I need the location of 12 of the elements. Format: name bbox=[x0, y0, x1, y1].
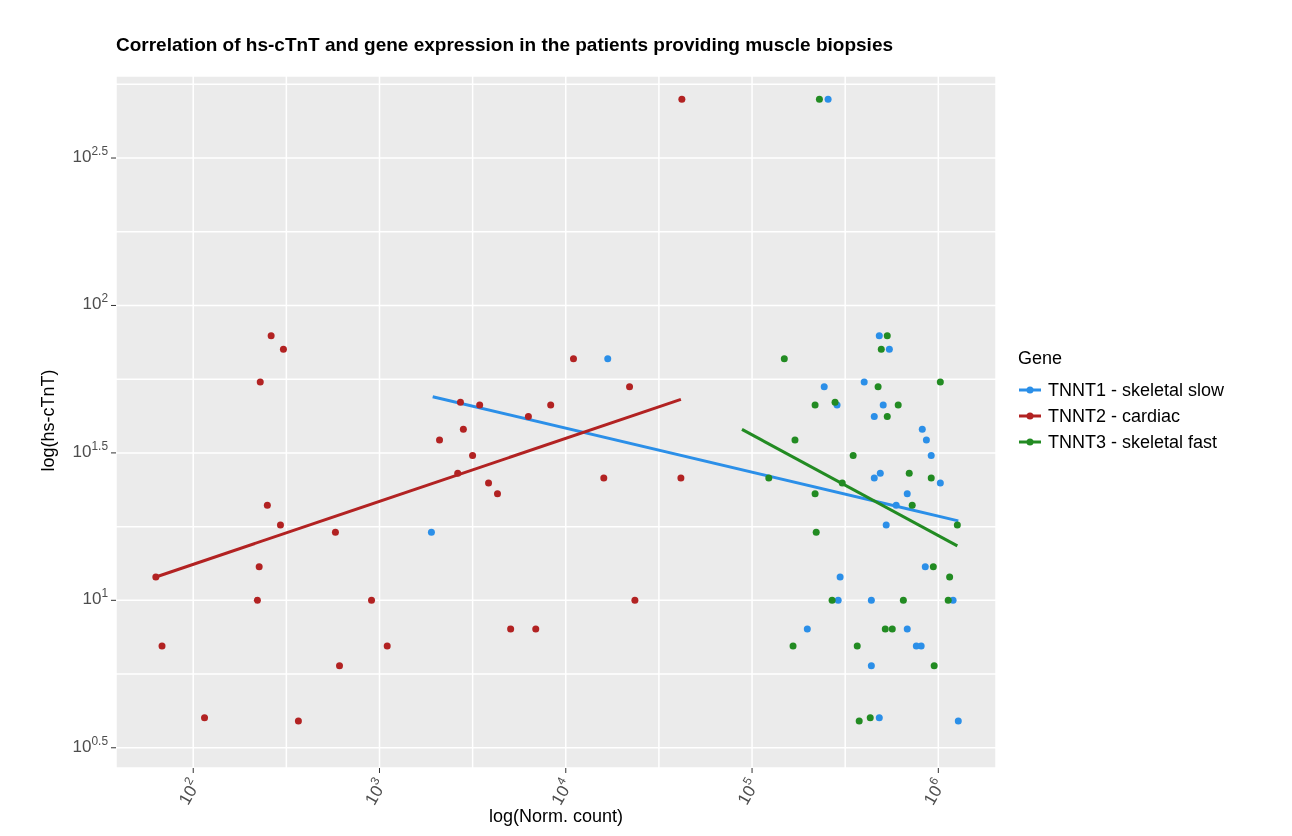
legend-title: Gene bbox=[1018, 348, 1064, 369]
y-tick-label: 10$^{1.5}$ bbox=[72, 438, 109, 461]
x-axis-title: log(Norm. count) bbox=[488, 806, 624, 826]
legend-label: TNNT3 - skeletal fast bbox=[1048, 431, 1218, 453]
y-axis-title: log(hs-cTnT) bbox=[37, 368, 59, 474]
y-tick-label: 10$^{0.5}$ bbox=[72, 733, 109, 756]
legend-label: TNNT2 - cardiac bbox=[1048, 405, 1181, 427]
y-tick-label: 10$^{2.5}$ bbox=[72, 144, 109, 167]
legend-label: TNNT1 - skeletal slow bbox=[1048, 379, 1225, 401]
chart-title: Correlation of hs-cTnT and gene expression in the patients providing muscle biopsies bbox=[116, 34, 894, 56]
y-tick-label: 10$^{1}$ bbox=[82, 586, 109, 609]
y-tick-label: 10$^{2}$ bbox=[82, 291, 109, 314]
